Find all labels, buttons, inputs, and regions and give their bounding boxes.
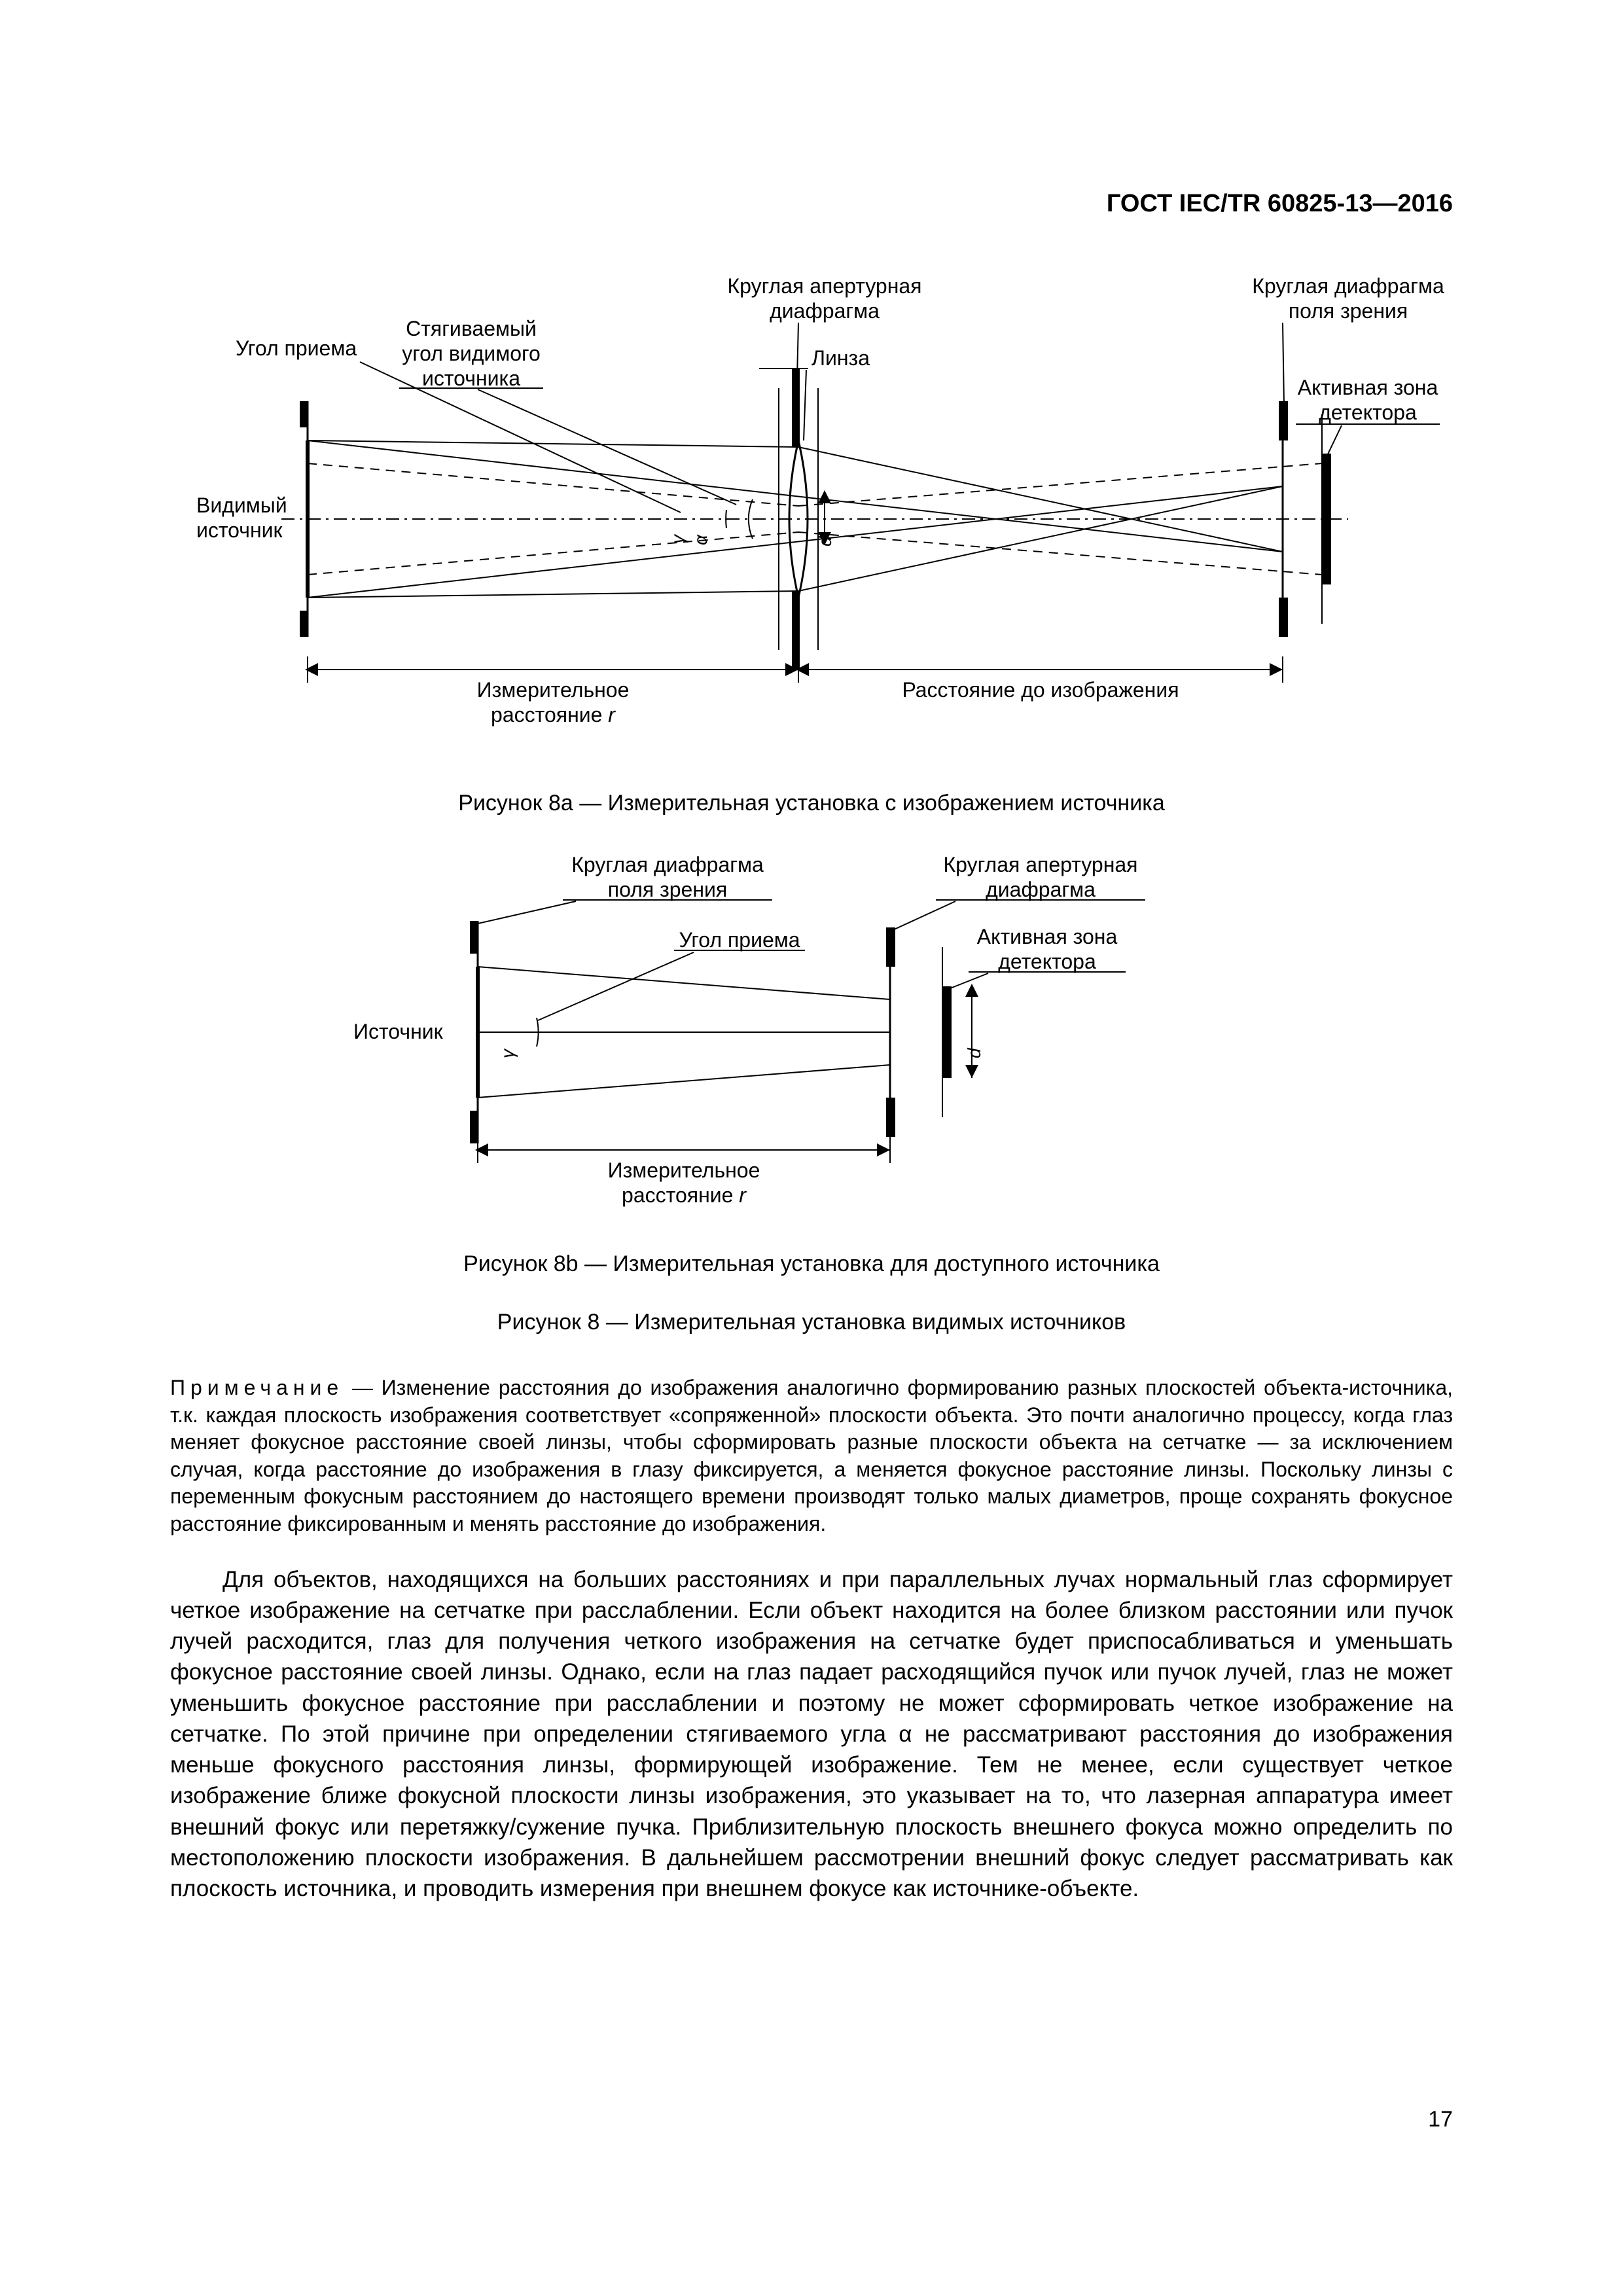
svg-text:угол видимого: угол видимого bbox=[402, 342, 541, 365]
svg-text:источника: источника bbox=[422, 367, 520, 390]
svg-text:расстояние r: расстояние r bbox=[491, 703, 616, 726]
svg-text:Расстояние до изображения: Расстояние до изображения bbox=[902, 678, 1179, 702]
svg-text:d: d bbox=[815, 535, 835, 547]
svg-text:γ: γ bbox=[497, 1048, 518, 1058]
svg-text:диафрагма: диафрагма bbox=[770, 299, 880, 323]
note-text: — Изменение расстояния до изображения ан… bbox=[170, 1376, 1453, 1535]
svg-text:Активная зона: Активная зона bbox=[977, 925, 1118, 948]
svg-text:Круглая апертурная: Круглая апертурная bbox=[944, 853, 1138, 876]
svg-text:диафрагма: диафрагма bbox=[986, 878, 1096, 901]
svg-text:поля зрения: поля зрения bbox=[608, 878, 727, 901]
svg-text:Круглая диафрагма: Круглая диафрагма bbox=[1252, 274, 1444, 298]
figure-8a-caption: Рисунок 8a — Измерительная установка с и… bbox=[170, 791, 1453, 816]
figure-8b-caption: Рисунок 8b — Измерительная установка для… bbox=[170, 1251, 1453, 1277]
svg-text:расстояние r: расстояние r bbox=[622, 1183, 747, 1207]
svg-text:Активная зона: Активная зона bbox=[1298, 376, 1438, 399]
svg-text:α: α bbox=[690, 534, 711, 545]
svg-text:Измерительное: Измерительное bbox=[608, 1158, 760, 1182]
svg-text:Угол приема: Угол приема bbox=[236, 336, 357, 360]
note-label: Примечание bbox=[170, 1376, 344, 1399]
svg-text:детектора: детектора bbox=[1319, 401, 1417, 424]
note-paragraph: Примечание — Изменение расстояния до изо… bbox=[170, 1374, 1453, 1538]
svg-text:Источник: Источник bbox=[353, 1020, 444, 1043]
svg-text:Видимый: Видимый bbox=[196, 493, 287, 517]
standard-header: ГОСТ IEC/TR 60825-13—2016 bbox=[170, 190, 1453, 218]
svg-text:Стягиваемый: Стягиваемый bbox=[406, 317, 537, 340]
figure-8a-svg: d αγ Измерительноерасстояние r Расстояние д… bbox=[170, 257, 1453, 768]
svg-text:Круглая диафрагма: Круглая диафрагма bbox=[571, 853, 764, 876]
svg-text:d: d bbox=[964, 1047, 984, 1058]
figure-8b-svg: γ d Измерительноерасстояние r Круглая диафр… bbox=[170, 836, 1453, 1229]
svg-text:γ: γ bbox=[668, 533, 688, 544]
figure-8a: d αγ Измерительноерасстояние r Расстояние д… bbox=[170, 257, 1453, 771]
page-number: 17 bbox=[1428, 2107, 1453, 2132]
svg-text:Измерительное: Измерительное bbox=[477, 678, 630, 702]
svg-text:Круглая апертурная: Круглая апертурная bbox=[728, 274, 922, 298]
svg-text:источник: источник bbox=[196, 518, 283, 542]
svg-text:Линза: Линза bbox=[812, 346, 870, 370]
figure-8-caption: Рисунок 8 — Измерительная установка види… bbox=[170, 1310, 1453, 1335]
svg-text:поля зрения: поля зрения bbox=[1289, 299, 1408, 323]
svg-text:детектора: детектора bbox=[998, 950, 1096, 973]
svg-text:Угол приема: Угол приема bbox=[679, 928, 800, 952]
body-paragraph: Для объектов, находящихся на больших рас… bbox=[170, 1564, 1453, 1905]
figure-8b: γ d Измерительноерасстояние r Круглая диафр… bbox=[170, 836, 1453, 1232]
page-content: ГОСТ IEC/TR 60825-13—2016 dαγИзмерительн… bbox=[170, 190, 1453, 1904]
